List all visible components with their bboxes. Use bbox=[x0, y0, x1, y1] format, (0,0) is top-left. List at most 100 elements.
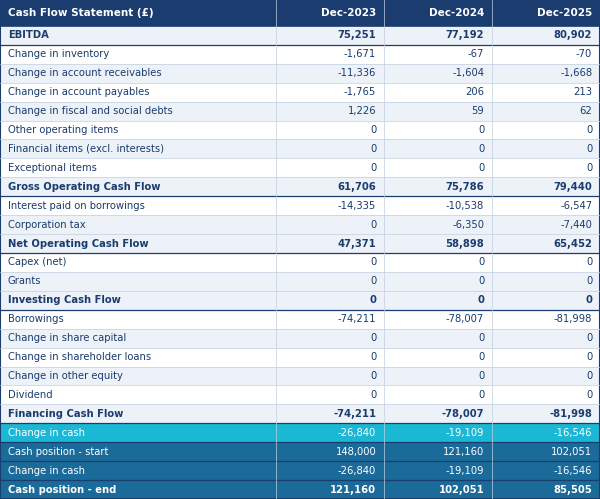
Bar bbox=[384, 291, 492, 310]
Bar bbox=[384, 329, 492, 348]
Bar bbox=[276, 348, 384, 367]
Text: 62: 62 bbox=[580, 106, 592, 116]
Text: -1,671: -1,671 bbox=[344, 49, 376, 59]
Text: 77,192: 77,192 bbox=[446, 30, 484, 40]
Bar bbox=[276, 121, 384, 140]
Bar bbox=[276, 26, 384, 45]
Bar bbox=[492, 291, 600, 310]
Bar bbox=[384, 442, 492, 461]
Bar bbox=[492, 140, 600, 158]
Bar bbox=[384, 140, 492, 158]
Bar bbox=[0, 310, 276, 329]
Bar bbox=[276, 234, 384, 253]
Bar bbox=[384, 121, 492, 140]
Bar bbox=[384, 45, 492, 64]
Text: -26,840: -26,840 bbox=[338, 428, 376, 438]
Text: -74,211: -74,211 bbox=[333, 409, 376, 419]
Text: Corporation tax: Corporation tax bbox=[8, 220, 85, 230]
Bar bbox=[0, 272, 276, 291]
Text: -78,007: -78,007 bbox=[446, 314, 484, 324]
Bar bbox=[384, 215, 492, 234]
Text: Change in account payables: Change in account payables bbox=[8, 87, 149, 97]
Bar bbox=[276, 423, 384, 442]
Text: 0: 0 bbox=[478, 390, 484, 400]
Text: Investing Cash Flow: Investing Cash Flow bbox=[8, 295, 121, 305]
Text: 0: 0 bbox=[586, 333, 592, 343]
Bar bbox=[276, 253, 384, 272]
Bar bbox=[0, 461, 276, 480]
Text: 0: 0 bbox=[586, 144, 592, 154]
Bar bbox=[276, 404, 384, 423]
Bar bbox=[0, 121, 276, 140]
Text: -78,007: -78,007 bbox=[442, 409, 484, 419]
Text: -6,547: -6,547 bbox=[560, 201, 592, 211]
Text: Dec-2024: Dec-2024 bbox=[429, 8, 484, 18]
Text: 0: 0 bbox=[370, 390, 376, 400]
Text: -74,211: -74,211 bbox=[338, 314, 376, 324]
Bar bbox=[0, 177, 276, 196]
Text: 0: 0 bbox=[586, 390, 592, 400]
Bar bbox=[384, 253, 492, 272]
Bar bbox=[0, 26, 276, 45]
Bar bbox=[492, 348, 600, 367]
Bar bbox=[0, 140, 276, 158]
Bar bbox=[492, 385, 600, 404]
Bar bbox=[0, 404, 276, 423]
Text: Change in shareholder loans: Change in shareholder loans bbox=[8, 352, 151, 362]
Bar bbox=[276, 0, 384, 26]
Bar bbox=[276, 480, 384, 499]
Bar bbox=[0, 196, 276, 215]
Bar bbox=[0, 45, 276, 64]
Text: 206: 206 bbox=[465, 87, 484, 97]
Text: 0: 0 bbox=[478, 257, 484, 267]
Text: 0: 0 bbox=[478, 125, 484, 135]
Bar bbox=[0, 423, 276, 442]
Text: -67: -67 bbox=[468, 49, 484, 59]
Text: -16,546: -16,546 bbox=[554, 466, 592, 476]
Text: 75,251: 75,251 bbox=[337, 30, 376, 40]
Bar bbox=[492, 461, 600, 480]
Bar bbox=[384, 404, 492, 423]
Bar bbox=[276, 215, 384, 234]
Bar bbox=[384, 0, 492, 26]
Bar bbox=[0, 442, 276, 461]
Bar bbox=[492, 253, 600, 272]
Text: -70: -70 bbox=[576, 49, 592, 59]
Text: Change in cash: Change in cash bbox=[8, 428, 85, 438]
Bar bbox=[384, 461, 492, 480]
Text: Change in cash: Change in cash bbox=[8, 466, 85, 476]
Text: -6,350: -6,350 bbox=[452, 220, 484, 230]
Text: -1,604: -1,604 bbox=[452, 68, 484, 78]
Bar bbox=[492, 83, 600, 102]
Text: Change in account receivables: Change in account receivables bbox=[8, 68, 161, 78]
Text: 0: 0 bbox=[478, 295, 484, 305]
Text: 0: 0 bbox=[586, 295, 592, 305]
Text: Cash position - start: Cash position - start bbox=[8, 447, 108, 457]
Text: 0: 0 bbox=[586, 352, 592, 362]
Text: 0: 0 bbox=[370, 163, 376, 173]
Text: -14,335: -14,335 bbox=[338, 201, 376, 211]
Bar bbox=[384, 423, 492, 442]
Text: 0: 0 bbox=[478, 144, 484, 154]
Text: 0: 0 bbox=[478, 352, 484, 362]
Text: Financial items (excl. interests): Financial items (excl. interests) bbox=[8, 144, 164, 154]
Bar bbox=[492, 367, 600, 385]
Bar bbox=[492, 177, 600, 196]
Text: -81,998: -81,998 bbox=[550, 409, 592, 419]
Bar bbox=[0, 385, 276, 404]
Text: EBITDA: EBITDA bbox=[8, 30, 49, 40]
Text: 59: 59 bbox=[472, 106, 484, 116]
Bar bbox=[384, 480, 492, 499]
Bar bbox=[0, 367, 276, 385]
Bar bbox=[492, 102, 600, 121]
Text: -19,109: -19,109 bbox=[446, 428, 484, 438]
Bar bbox=[0, 329, 276, 348]
Text: 0: 0 bbox=[586, 125, 592, 135]
Bar bbox=[0, 234, 276, 253]
Text: 85,505: 85,505 bbox=[553, 485, 592, 495]
Bar bbox=[492, 480, 600, 499]
Text: 148,000: 148,000 bbox=[335, 447, 376, 457]
Text: 0: 0 bbox=[586, 257, 592, 267]
Bar bbox=[384, 385, 492, 404]
Text: 213: 213 bbox=[573, 87, 592, 97]
